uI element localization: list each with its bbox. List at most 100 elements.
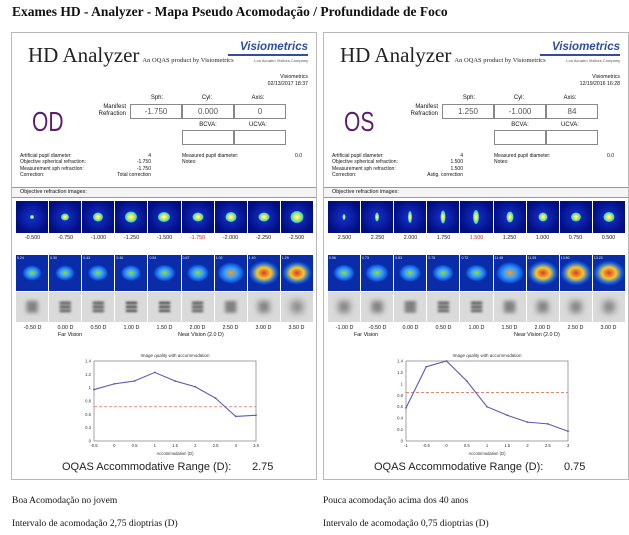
- simulated-letter-image: ≡: [148, 292, 181, 322]
- bcva-field[interactable]: [182, 130, 234, 145]
- y-tick-label: 0.3: [85, 425, 91, 430]
- accommodation-map-strip: 0.24 0.30 0.43 0.46 0.54 0.67 1.03 1.40 1.29: [16, 255, 313, 291]
- sph-field[interactable]: -1.750: [130, 104, 182, 119]
- x-tick-label: 2.5: [545, 443, 551, 448]
- refraction-value: 0.750: [568, 235, 583, 241]
- ucva-field[interactable]: [546, 130, 598, 145]
- simulated-letter-image: ≡: [115, 292, 148, 322]
- axis-label: Axis:: [563, 95, 577, 101]
- map-value: 0.43: [83, 256, 91, 260]
- exam-date: 02/13/2017 18:37: [267, 81, 308, 87]
- plot-area: [93, 360, 257, 442]
- near-vision-label: Near Vision (2.0 D): [178, 332, 224, 338]
- psf-image: [559, 201, 592, 233]
- oqas-range-value: 2.75: [252, 461, 274, 473]
- data-point: [234, 415, 237, 418]
- vergence-value: 2.50 D: [222, 325, 239, 331]
- y-tick-label: 0.8: [85, 399, 91, 404]
- refraction-value: -0.500: [24, 235, 41, 241]
- vergence-value: 0.00 D: [57, 325, 74, 331]
- vergence-value: 0.50 D: [435, 325, 452, 331]
- y-tick-label: 1: [401, 381, 404, 386]
- y-tick-label: 1: [89, 385, 92, 390]
- accommodation-map-strip: 0.56 0.73 0.83 0.75 0.72 11.48 11.05 13.80 13.23: [328, 255, 625, 291]
- oqas-range-label: OQAS Accommodative Range (D):: [374, 461, 544, 473]
- data-point: [255, 414, 257, 417]
- map-value: 0.75: [428, 256, 436, 260]
- oqas-range-label: OQAS Accommodative Range (D):: [62, 461, 232, 473]
- accommodation-map-image: 13.80: [559, 255, 592, 291]
- axis-field[interactable]: 0: [234, 104, 286, 119]
- x-tick-label: 2.5: [213, 443, 219, 448]
- vergence-value: 1.50 D: [501, 325, 518, 331]
- objective-images-header: Objective refraction images:: [12, 187, 316, 198]
- map-value: 0.24: [17, 256, 24, 260]
- vergence-value: 2.00 D: [534, 325, 551, 331]
- x-tick-label: 3.5: [253, 443, 259, 448]
- y-tick-label: 0: [401, 439, 404, 444]
- data-point: [214, 397, 217, 400]
- simulated-letter-image: ≡: [427, 292, 460, 322]
- psf-image: [328, 201, 361, 233]
- accommodation-map-image: 0.56: [328, 255, 361, 291]
- refraction-value: 2.250: [370, 235, 385, 241]
- x-tick-label: -0.5: [90, 443, 98, 448]
- data-point: [174, 380, 176, 382]
- cyl-field[interactable]: 0.000: [182, 104, 234, 119]
- map-value: 1.40: [248, 256, 256, 260]
- accommodation-chart: Image quality with accommodation Accommod…: [68, 349, 264, 457]
- app-subtitle: An OQAS product by Visiometrics: [142, 57, 234, 64]
- app-title: HD Analyzer An OQAS product by Visiometri…: [340, 43, 546, 67]
- data-point: [567, 430, 569, 433]
- axis-field[interactable]: 84: [546, 104, 598, 119]
- vergence-value: 3.00 D: [255, 325, 272, 331]
- cyl-field[interactable]: -1.000: [494, 104, 546, 119]
- page-title: Exames HD - Analyzer - Mapa Pseudo Acomo…: [12, 4, 448, 19]
- axis-label: Axis:: [251, 95, 265, 101]
- psf-image: [361, 201, 394, 233]
- far-vision-label: Far Vision: [58, 332, 83, 338]
- cyl-label: Cyl:: [513, 95, 525, 101]
- map-value: 0.46: [116, 256, 124, 260]
- simulated-letter-image: ≡: [181, 292, 214, 322]
- report-meta: Visiometrics 12/19/2016 16:28: [579, 74, 620, 87]
- x-tick-label: -1: [404, 443, 408, 448]
- simulated-letter-image: ≡: [328, 292, 361, 322]
- y-tick-label: 0: [89, 439, 92, 444]
- x-tick-label: 0.5: [132, 443, 138, 448]
- far-vision-label: Far Vision: [354, 332, 379, 338]
- refraction-value: -1.250: [123, 235, 140, 241]
- vergence-value: 3.00 D: [600, 325, 617, 331]
- map-value: 0.67: [182, 256, 190, 260]
- sph-label: Sph:: [150, 95, 164, 101]
- data-point: [93, 388, 95, 391]
- psf-image: [460, 201, 493, 233]
- vergence-value: 2.50 D: [567, 325, 584, 331]
- accommodation-map-image: 0.46: [115, 255, 148, 291]
- eye-label: OS: [344, 106, 375, 137]
- simulated-letter-image: ≡: [526, 292, 559, 322]
- accommodation-map-image: 0.72: [460, 255, 493, 291]
- accommodation-chart: Image quality with accommodation Accommod…: [380, 349, 576, 457]
- caption-right-1: Pouca acomodação acima dos 40 anos: [323, 496, 469, 506]
- plot-area: [405, 360, 569, 442]
- accommodation-map-image: 1.03: [214, 255, 247, 291]
- simulated-letter-image: ≡: [49, 292, 82, 322]
- psf-image: [181, 201, 214, 233]
- psf-image: [394, 201, 427, 233]
- caption-right-2: Intervalo de acomodação 0,75 dioptrias (…: [323, 519, 489, 529]
- psf-image: [115, 201, 148, 233]
- vergence-labels: -0.50 D 0.00 D 0.50 D 1.00 D 1.50 D 2.00 D 2.5…: [16, 325, 313, 331]
- accommodation-map-image: 0.30: [49, 255, 82, 291]
- ucva-field[interactable]: [234, 130, 286, 145]
- simulated-letter-image: ≡: [592, 292, 625, 322]
- simulated-letter-image: ≡: [214, 292, 247, 322]
- app-title: HD Analyzer An OQAS product by Visiometri…: [28, 43, 234, 67]
- simulated-letter-image: ≡: [493, 292, 526, 322]
- sph-field[interactable]: 1.250: [442, 104, 494, 119]
- x-axis-label: Accommodation (D): [156, 451, 194, 456]
- y-tick-label: 0.5: [85, 412, 91, 417]
- vergence-value: 1.50 D: [156, 325, 173, 331]
- map-value: 11.48: [494, 256, 504, 260]
- bcva-field[interactable]: [494, 130, 546, 145]
